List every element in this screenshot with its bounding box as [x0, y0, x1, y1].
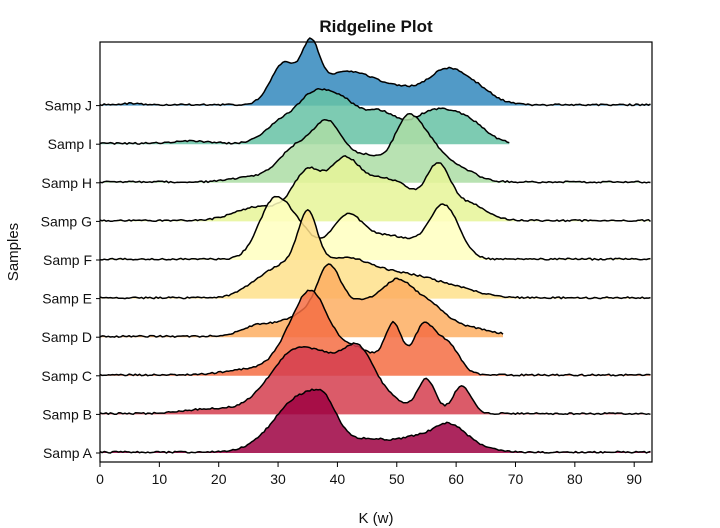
x-tick-label: 10 — [152, 471, 168, 487]
y-tick-label: Samp F — [43, 252, 92, 268]
y-tick-label: Samp H — [41, 175, 92, 191]
x-tick-label: 0 — [96, 471, 104, 487]
ridge-outline — [99, 37, 651, 107]
x-tick-label: 60 — [448, 471, 464, 487]
ridge-outline — [99, 209, 651, 300]
ridge-outline — [99, 289, 651, 377]
y-tick-label: Samp A — [43, 445, 93, 461]
y-tick-label: Samp E — [42, 291, 92, 307]
ridge-7 — [99, 155, 651, 223]
x-tick-label: 50 — [389, 471, 405, 487]
ridge-area — [100, 290, 651, 376]
y-tick-label: Samp D — [41, 329, 92, 345]
ridge-area — [100, 342, 651, 415]
ridge-2 — [99, 342, 651, 416]
y-tick-label: Samp B — [42, 406, 92, 422]
ridge-outline — [99, 195, 651, 261]
x-tick-label: 40 — [330, 471, 346, 487]
ridge-area — [100, 113, 651, 183]
y-axis-label: Samples — [5, 223, 22, 281]
ridge-outline — [99, 155, 651, 223]
ridge-8 — [99, 112, 651, 184]
x-tick-label: 90 — [626, 471, 642, 487]
ridge-outline — [99, 388, 651, 454]
x-tick-label: 70 — [508, 471, 524, 487]
ridge-area — [100, 264, 503, 338]
y-tick-label: Samp G — [41, 213, 92, 229]
x-axis: 0 10 20 30 40 50 60 70 80 90 — [96, 462, 642, 487]
ridge-area — [100, 38, 651, 106]
y-tick-labels: Samp J Samp I Samp H Samp G Samp F Samp E Samp… — [41, 98, 100, 461]
ridge-area — [100, 155, 651, 222]
ridge-outline — [99, 342, 651, 416]
x-tick-label: 80 — [567, 471, 583, 487]
x-tick-label: 20 — [211, 471, 227, 487]
ridge-1 — [99, 388, 651, 454]
ridge-5 — [99, 209, 651, 300]
y-tick-label: Samp J — [45, 98, 92, 114]
ridge-area — [100, 209, 651, 299]
x-axis-label: K (w) — [359, 510, 394, 527]
ridge-area — [100, 196, 651, 260]
ridge-outline — [99, 112, 651, 184]
y-tick-label: Samp I — [48, 136, 92, 152]
ridges-layer — [99, 37, 651, 454]
ridge-10 — [99, 37, 651, 107]
ridge-6 — [99, 195, 651, 261]
y-tick-label: Samp C — [41, 368, 92, 384]
ridge-outline — [99, 87, 510, 145]
chart-title: Ridgeline Plot — [319, 17, 433, 36]
ridge-area — [100, 389, 651, 453]
ridge-3 — [99, 289, 651, 377]
plot-frame — [99, 41, 653, 463]
x-tick-label: 30 — [270, 471, 286, 487]
